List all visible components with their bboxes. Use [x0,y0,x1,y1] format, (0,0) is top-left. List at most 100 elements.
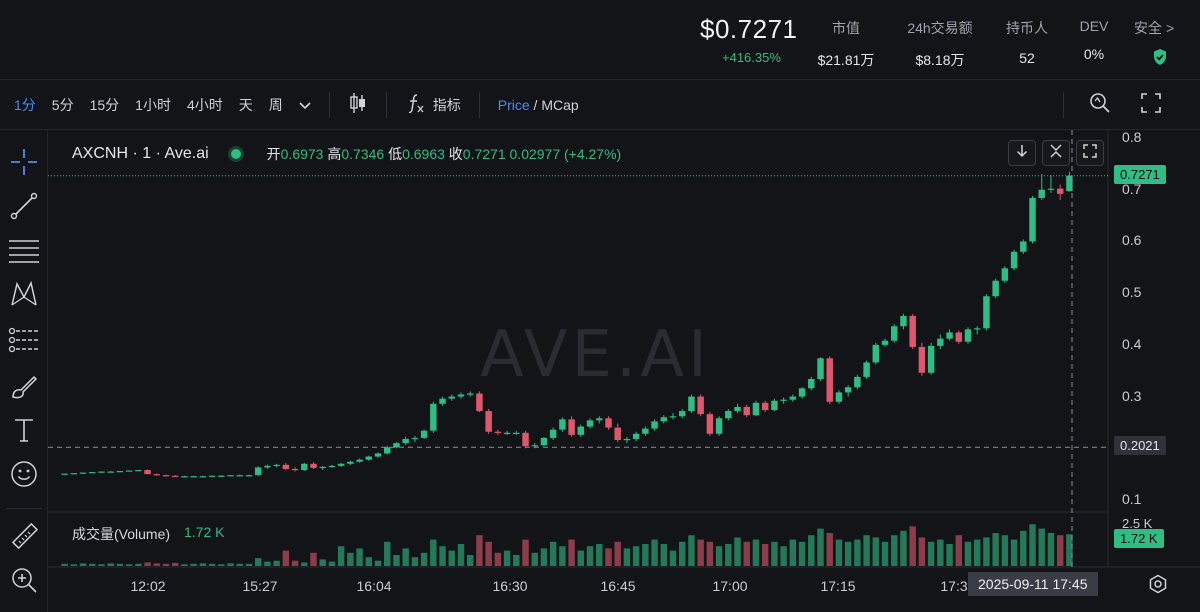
safety-button[interactable]: 安全 > [1134,18,1186,71]
candle-body [559,419,566,430]
candle-body [725,411,732,419]
candle-body [531,445,538,447]
horizontal-lines-tool[interactable] [6,234,42,270]
fullscreen-button[interactable] [1126,92,1176,117]
zoom-search-button[interactable] [1074,91,1126,118]
candle-body [1010,251,1018,269]
volume-bar [125,564,133,566]
volume-bar [172,562,179,566]
volume-bar [660,544,668,566]
candle-body [568,419,575,435]
candle-body [245,475,253,477]
open-value: 0.6973 [280,146,324,162]
scroll-to-latest-button[interactable] [1008,140,1036,166]
last-price-tag: 0.7271 [1114,165,1166,184]
trendline-tool[interactable] [6,190,42,226]
text-tool[interactable] [6,414,42,450]
volume-value: 1.72 K [184,524,225,540]
volume-bar [264,561,271,566]
candle-body [596,418,603,421]
fibonacci-icon [8,325,40,360]
timeframe-1m[interactable]: 1分 [14,96,36,113]
volume-bar [808,535,815,566]
candle-body [236,475,243,477]
volume-bar [734,537,741,566]
candle-body [227,475,234,477]
collapse-button[interactable] [1042,140,1070,166]
candle-body [540,437,548,446]
candle-body [301,463,308,471]
volume-bar [900,530,907,566]
emoji-tool[interactable] [6,458,42,494]
chart-settings-button[interactable] [1148,574,1168,599]
volume-bar [632,546,640,566]
timeframe-4h[interactable]: 4小时 [186,96,223,113]
zoom-in-tool[interactable] [6,564,42,600]
candle-body [181,476,188,478]
candle-body [328,465,336,468]
candle-body [522,432,529,447]
ohlc-values: 开0.6973 高0.7346 低0.6963 收0.7271 0.02977 … [266,146,622,162]
volume-bar [1010,539,1018,566]
candle-body [946,332,953,339]
reset-chart-button[interactable] [1076,140,1104,166]
timeframe-15m[interactable]: 15分 [89,96,120,113]
volume-bars [61,524,1073,566]
chart-toolbar: 1分 5分 15分 1小时 4小时 天 周 指标 Price / MCap [0,80,1200,130]
candle-body [135,470,142,472]
volume-bar [208,563,216,566]
candle-body [208,475,216,477]
pattern-tool[interactable] [6,278,42,314]
chevron-right-icon: > [1166,20,1175,36]
volume-bar [485,541,492,566]
candle-type-button[interactable] [340,92,376,117]
candle-body [1001,268,1009,281]
collapse-icon [1049,143,1063,163]
candle-body [992,280,999,297]
volume-bar [973,539,981,566]
indicators-button[interactable]: 指标 [397,92,469,117]
timeframe-1h[interactable]: 1小时 [135,96,171,113]
brush-tool[interactable] [6,370,42,406]
volume-bar [1056,535,1064,566]
volume-bar [964,541,972,566]
volume-bar [282,550,290,566]
volume-bar [623,548,631,566]
volume-bar [651,539,658,566]
mcap-option: MCap [541,96,579,113]
fib-tool[interactable] [6,324,42,360]
candle-body [605,418,612,428]
timeframe-1w[interactable]: 周 [268,96,283,113]
candle-body [826,358,833,402]
chevron-down-icon[interactable] [291,97,319,113]
volume-bar [245,563,253,566]
volume-bar [254,558,262,566]
candle-body [863,362,870,377]
stat-label: 24h交易额 [907,20,973,36]
volume-bar [439,546,446,566]
watermark: AVE.AI [480,318,711,392]
price-mcap-toggle[interactable]: Price / MCap [497,96,579,113]
ruler-icon [9,521,39,556]
candle-body [752,402,760,416]
toolbar-divider [478,91,480,118]
candle-body [264,465,271,468]
volume-bar [476,535,483,566]
volume-bar [697,539,704,566]
candle-body [356,459,363,462]
price-chart[interactable]: AVE.AI AXCNH · 1 · Ave.ai 开0.6973 高0.734… [48,129,1200,612]
crosshair-tool[interactable] [6,146,42,182]
volume-bar [614,541,621,566]
volume-bar [328,561,336,566]
timeframe-5m[interactable]: 5分 [51,96,74,113]
crosshair-time-tag: 2025-09-11 17:45 [968,572,1098,596]
gear-icon [1148,574,1168,598]
volume-bar [227,563,234,566]
price-option: Price [497,96,530,113]
timeframe-1d[interactable]: 天 [238,96,253,113]
time-tick-label: 17:15 [820,578,856,594]
volume-bar [937,539,944,566]
ruler-tool[interactable] [6,520,42,556]
volume-bar [236,563,243,566]
volume-bar [642,544,649,566]
